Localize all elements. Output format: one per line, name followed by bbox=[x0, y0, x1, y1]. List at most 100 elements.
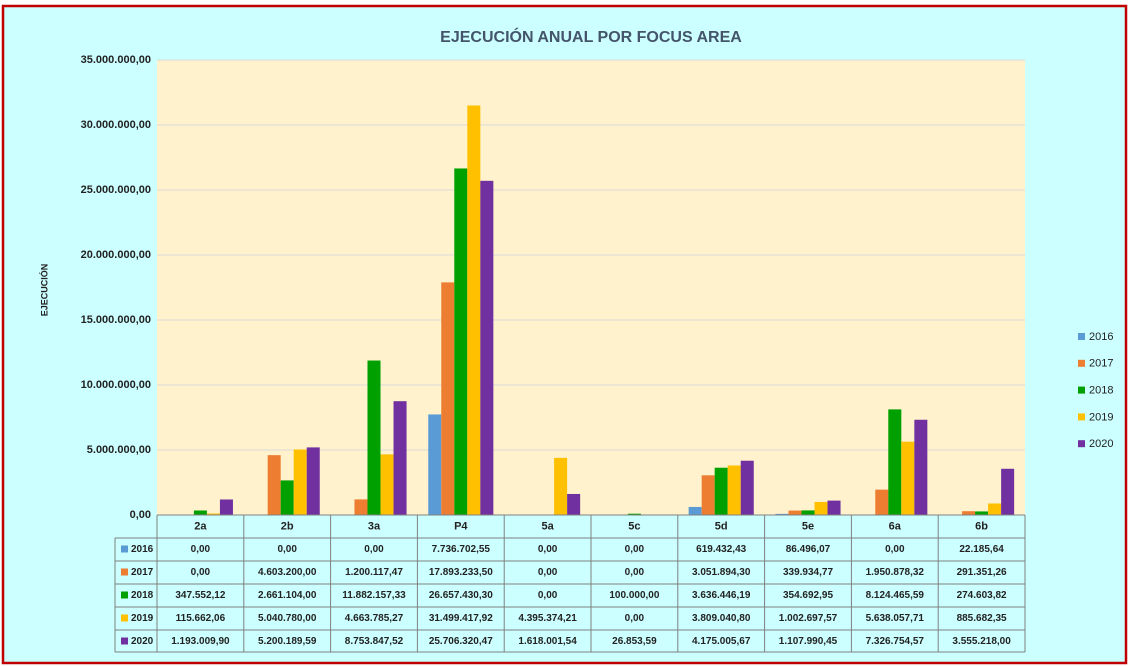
bar bbox=[441, 282, 455, 515]
legend-key bbox=[1078, 413, 1085, 421]
table-cell: 885.682,35 bbox=[957, 613, 1007, 624]
table-cell: 86.496,07 bbox=[786, 544, 831, 555]
bar bbox=[1001, 468, 1015, 515]
y-axis-title: EJECUCIÓN bbox=[38, 264, 49, 317]
table-cell: 274.603,82 bbox=[957, 590, 1007, 601]
table-cell: 0,00 bbox=[625, 567, 645, 578]
bar bbox=[814, 501, 828, 515]
legend-key bbox=[1078, 333, 1085, 340]
table-cell: 3.051.894,30 bbox=[692, 567, 751, 578]
legend-key bbox=[1078, 386, 1085, 394]
bar bbox=[480, 180, 494, 515]
y-tick-label: 0,00 bbox=[130, 509, 151, 521]
table-cell: 5.638.057,71 bbox=[866, 613, 925, 624]
bar bbox=[567, 493, 581, 515]
chart-title: EJECUCIÓN ANUAL POR FOCUS AREA bbox=[440, 27, 742, 46]
table-cell: 0,00 bbox=[191, 567, 211, 578]
table-legend-key bbox=[121, 591, 128, 599]
bar bbox=[775, 513, 789, 515]
x-tick-label: 5d bbox=[715, 520, 728, 532]
bar bbox=[975, 511, 989, 515]
table-cell: 347.552,12 bbox=[175, 590, 225, 601]
bar bbox=[788, 510, 802, 515]
table-cell: 26.853,59 bbox=[612, 636, 657, 647]
table-legend-key bbox=[121, 637, 128, 645]
x-tick-label: 2b bbox=[281, 520, 294, 532]
bar bbox=[380, 454, 394, 515]
y-tick-label: 5.000.000,00 bbox=[87, 444, 151, 456]
table-cell: 339.934,77 bbox=[783, 567, 833, 578]
bar bbox=[306, 447, 320, 515]
x-tick-label: 5e bbox=[802, 520, 814, 532]
y-tick-label: 15.000.000,00 bbox=[81, 314, 151, 326]
legend-label: 2018 bbox=[1089, 385, 1113, 397]
bar bbox=[280, 480, 294, 515]
x-tick-label: 6a bbox=[889, 520, 902, 532]
table-cell: 291.351,26 bbox=[957, 567, 1007, 578]
legend-key bbox=[1078, 359, 1085, 367]
bar bbox=[428, 414, 442, 515]
plot-area bbox=[157, 60, 1025, 515]
x-tick-label: 2a bbox=[194, 520, 207, 532]
table-cell: 354.692,95 bbox=[783, 590, 833, 601]
table-cell: 25.706.320,47 bbox=[429, 636, 493, 647]
bar bbox=[701, 475, 715, 515]
bar bbox=[740, 460, 754, 515]
y-tick-label: 25.000.000,00 bbox=[81, 184, 151, 196]
bar bbox=[901, 441, 915, 515]
table-cell: 4.395.374,21 bbox=[518, 613, 577, 624]
table-cell: 0,00 bbox=[625, 613, 645, 624]
bar bbox=[827, 500, 841, 515]
x-tick-label: 5c bbox=[628, 520, 640, 532]
table-cell: 3.636.446,19 bbox=[692, 590, 751, 601]
bar bbox=[393, 401, 407, 515]
bar bbox=[367, 360, 381, 515]
table-legend-key bbox=[121, 545, 128, 553]
table-cell: 22.185,64 bbox=[959, 544, 1004, 555]
table-legend-key bbox=[121, 614, 128, 622]
table-cell: 5.040.780,00 bbox=[258, 613, 317, 624]
bar bbox=[875, 489, 889, 515]
y-tick-label: 35.000.000,00 bbox=[81, 54, 151, 66]
table-cell: 3.809.040,80 bbox=[692, 613, 751, 624]
table-cell: 11.882.157,33 bbox=[342, 590, 406, 601]
table-cell: 0,00 bbox=[538, 590, 558, 601]
legend-label: 2017 bbox=[1089, 358, 1113, 370]
bar bbox=[914, 419, 928, 515]
x-tick-label: 5a bbox=[541, 520, 554, 532]
bar bbox=[354, 499, 368, 515]
legend-key bbox=[1078, 440, 1085, 448]
table-cell: 8.124.465,59 bbox=[866, 590, 925, 601]
bar bbox=[727, 465, 741, 515]
table-cell: 1.950.878,32 bbox=[866, 567, 925, 578]
table-cell: 7.326.754,57 bbox=[866, 636, 925, 647]
bar bbox=[627, 513, 641, 515]
table-cell: 1.107.990,45 bbox=[779, 636, 838, 647]
table-cell: 8.753.847,52 bbox=[345, 636, 404, 647]
legend-label: 2016 bbox=[1089, 331, 1113, 343]
x-tick-label: P4 bbox=[454, 520, 468, 532]
table-cell: 0,00 bbox=[191, 544, 211, 555]
table-cell: 115.662,06 bbox=[176, 613, 226, 624]
table-cell: 31.499.417,92 bbox=[429, 613, 493, 624]
table-row-header: 2020 bbox=[131, 636, 154, 647]
y-tick-label: 10.000.000,00 bbox=[81, 379, 151, 391]
table-cell: 2.661.104,00 bbox=[258, 590, 317, 601]
table-cell: 0,00 bbox=[538, 544, 558, 555]
legend-label: 2019 bbox=[1089, 411, 1113, 423]
table-cell: 0,00 bbox=[625, 544, 645, 555]
table-cell: 0,00 bbox=[277, 544, 297, 555]
bar bbox=[293, 449, 307, 515]
table-cell: 7.736.702,55 bbox=[432, 544, 491, 555]
table-row-header: 2017 bbox=[131, 567, 154, 578]
table-legend-key bbox=[121, 568, 128, 576]
table-cell: 4.603.200,00 bbox=[258, 567, 317, 578]
bar bbox=[714, 467, 728, 515]
table-cell: 0,00 bbox=[538, 567, 558, 578]
y-tick-label: 20.000.000,00 bbox=[81, 249, 151, 261]
bar bbox=[554, 457, 568, 515]
bar bbox=[688, 506, 702, 515]
bar bbox=[888, 409, 902, 515]
y-tick-label: 30.000.000,00 bbox=[81, 119, 151, 131]
